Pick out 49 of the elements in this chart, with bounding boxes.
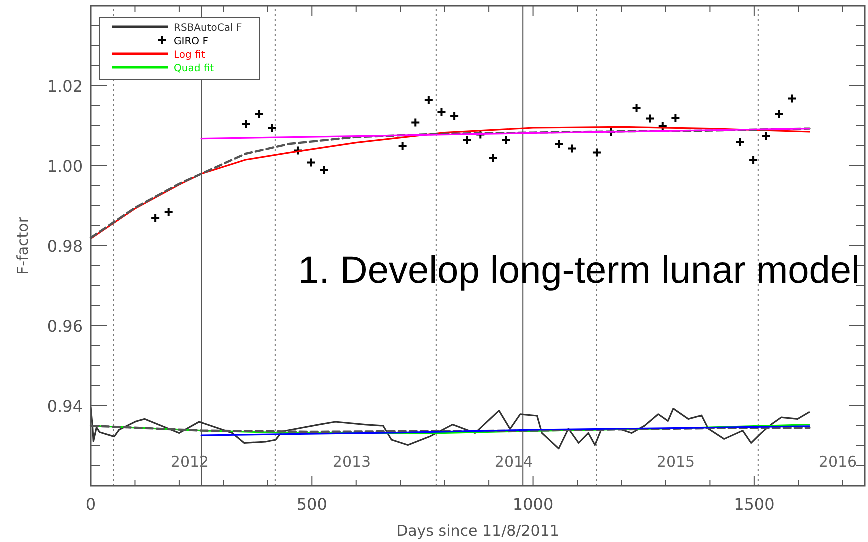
point (254, 109, 265, 119)
point (410, 118, 421, 128)
annotation: 2016 (818, 453, 858, 471)
point (774, 109, 784, 119)
point (735, 137, 746, 147)
point (761, 131, 772, 141)
y-axis-title: F-factor (14, 216, 32, 275)
point (319, 165, 330, 175)
x-tick-label: 1000 (512, 495, 554, 514)
point (436, 107, 447, 117)
point (398, 141, 408, 151)
text: Quad fit (174, 64, 214, 74)
point (462, 135, 472, 145)
point (306, 158, 316, 168)
point (787, 94, 798, 104)
point (592, 148, 602, 158)
point (292, 146, 303, 156)
legend-label: GIRO F (174, 36, 209, 48)
x-tick-label: 500 (296, 495, 328, 514)
point (645, 114, 656, 124)
point (567, 144, 578, 154)
y-tick-label: 1.02 (47, 77, 83, 96)
annotation: 2013 (332, 453, 372, 471)
text: RSBAutoCal F (174, 23, 242, 34)
y-tick-label: 0.94 (47, 397, 83, 416)
point (450, 111, 460, 121)
point (150, 213, 161, 223)
point (658, 121, 668, 131)
point (554, 139, 564, 149)
text: Log fit (174, 50, 206, 61)
point (501, 135, 512, 145)
point (488, 153, 498, 163)
y-tick-label: 0.96 (47, 317, 83, 336)
x-axis-title: Days since 11/8/2011 (396, 522, 560, 540)
y-tick-label: 1.00 (47, 157, 83, 176)
point (670, 113, 681, 123)
x-tick-label: 0 (86, 495, 96, 514)
line-series (200, 426, 811, 436)
y-tick-label: 0.98 (47, 237, 83, 256)
line-series (200, 128, 811, 140)
point (164, 207, 174, 217)
annotation: 2015 (656, 453, 696, 471)
point (632, 103, 642, 113)
line-series (90, 407, 810, 450)
point (424, 95, 434, 105)
point (241, 119, 252, 129)
point (267, 123, 278, 133)
point (748, 155, 759, 165)
x-tick-label: 1500 (734, 495, 775, 514)
